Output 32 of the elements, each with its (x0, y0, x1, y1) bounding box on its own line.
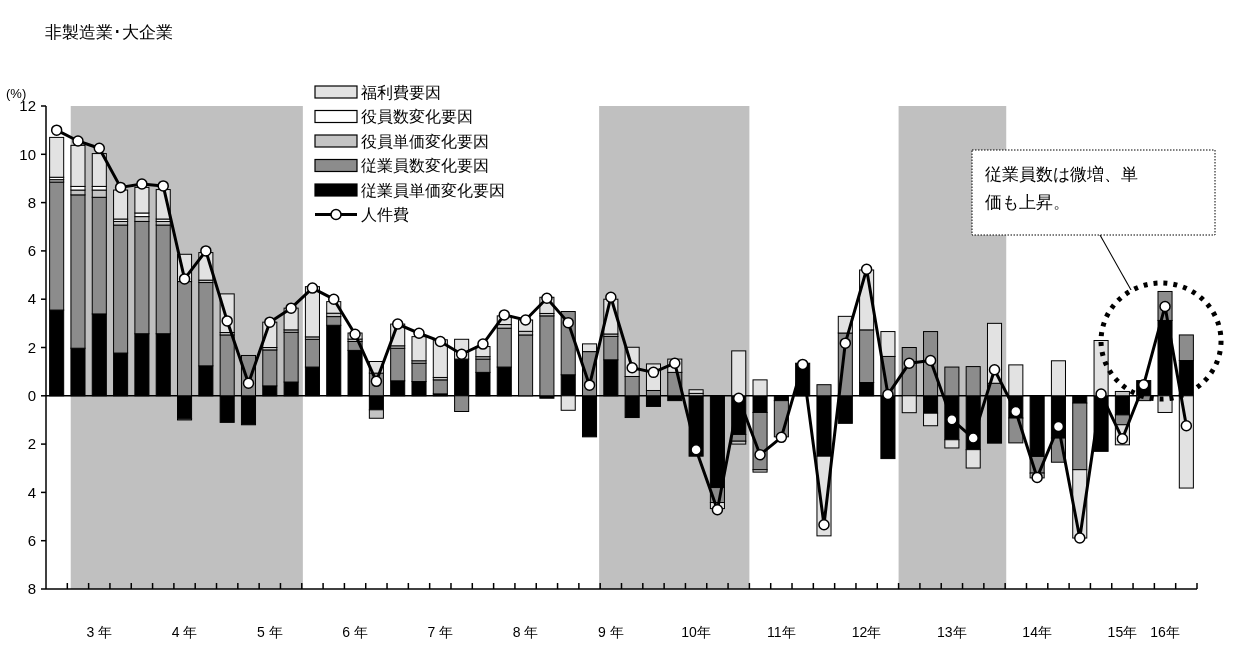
legend-label: 従業員単価変化要因 (361, 181, 505, 199)
legend-label: 人件費 (361, 206, 409, 224)
legend-label: 役員数変化要因 (361, 108, 473, 126)
y-tick-label: 6 (27, 531, 36, 549)
x-tick-label: 8 年 (512, 624, 539, 640)
legend-label: 従業員数変化要因 (361, 157, 489, 175)
x-tick-label: 3 年 (86, 624, 113, 640)
y-tick-label: 8 (27, 193, 36, 211)
legend-label: 役員単価変化要因 (361, 132, 489, 150)
annotation: 従業員数は微増、単価も上昇。 (985, 165, 1138, 212)
x-tick-label: 5 年 (256, 624, 283, 640)
x-tick-label: 15年 (1107, 624, 1138, 640)
y-tick-label: 6 (27, 242, 36, 260)
y-tick-label: 0 (27, 387, 36, 405)
y-tick-label: 4 (27, 290, 36, 308)
x-tick-label: 4 年 (171, 624, 198, 640)
y-tick-label: 2 (27, 435, 36, 453)
y-tick-label: 4 (27, 483, 36, 501)
x-tick-label: 7 年 (427, 624, 454, 640)
y-tick-label: 8 (27, 580, 36, 598)
x-tick-label: 9 年 (598, 624, 624, 640)
x-tick-label: 6 年 (342, 624, 368, 640)
legend-label: 福利費要因 (361, 83, 441, 101)
y-tick-label: 10 (19, 145, 36, 163)
x-tick-label: 16年 (1150, 624, 1180, 640)
y-tick-label: 2 (27, 338, 36, 356)
x-tick-label: 13年 (937, 624, 967, 640)
x-tick-label: 10年 (681, 624, 711, 640)
x-tick-label: 14年 (1022, 624, 1052, 640)
chart-title: 非製造業･大企業 (45, 23, 173, 42)
x-tick-label: 12年 (851, 624, 882, 640)
x-tick-label: 11年 (767, 624, 796, 640)
